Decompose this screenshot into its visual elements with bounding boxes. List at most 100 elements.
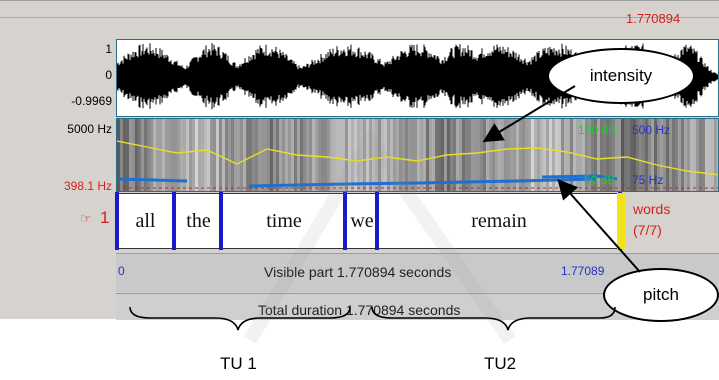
spectrogram-column: [357, 119, 360, 191]
spectrogram-column: [558, 119, 561, 191]
spectrogram-column: [147, 119, 150, 191]
spectrogram-column: [432, 119, 435, 191]
spectrogram-column: [288, 119, 291, 191]
spectrogram-column: [612, 119, 615, 191]
interval-boundary[interactable]: [343, 192, 347, 250]
spectrogram-column: [399, 119, 402, 191]
spectrogram-column: [498, 119, 501, 191]
intensity-bottom-label: 50 dB: [584, 173, 616, 187]
spectrogram-column: [183, 119, 186, 191]
spectrogram-column: [711, 119, 714, 191]
spectrogram-column: [207, 119, 210, 191]
tier-name: words: [633, 201, 671, 217]
spectrogram-column: [345, 119, 348, 191]
spectrogram-column: [543, 119, 546, 191]
spectrogram-column: [627, 119, 630, 191]
spectrogram-column: [561, 119, 564, 191]
spectrogram-column: [246, 119, 249, 191]
spectrogram-column: [477, 119, 480, 191]
spectrogram-column: [522, 119, 525, 191]
interval-boundary[interactable]: [219, 192, 223, 250]
spectrogram-column: [645, 119, 648, 191]
waveform-ymax-label: 1: [105, 42, 112, 56]
spectrogram-column: [507, 119, 510, 191]
spectrogram-column: [177, 119, 180, 191]
interval-boundary[interactable]: [172, 192, 176, 250]
spectrogram-column: [486, 119, 489, 191]
spectrogram-column: [546, 119, 549, 191]
selection-marker[interactable]: [617, 193, 625, 249]
spectrogram-column: [150, 119, 153, 191]
tu2-label: TU2: [484, 354, 517, 373]
spectrogram-column: [465, 119, 468, 191]
tier-number: 1: [100, 208, 110, 227]
spectrogram-column: [567, 119, 570, 191]
spectrogram-column: [123, 119, 126, 191]
tier-interval[interactable]: we: [350, 209, 374, 232]
spectrogram-column: [660, 119, 663, 191]
spectrogram-column: [531, 119, 534, 191]
spectrogram-column: [600, 119, 603, 191]
spectrogram-column: [681, 119, 684, 191]
tier-interval[interactable]: remain: [471, 209, 527, 232]
spectrogram-column: [582, 119, 585, 191]
tu2-brace: [371, 306, 616, 331]
tier-interval[interactable]: the: [186, 209, 211, 232]
spectrogram-column: [195, 119, 198, 191]
spectrogram-column: [420, 119, 423, 191]
window-divider: [0, 17, 719, 18]
spectrogram-column: [363, 119, 366, 191]
spectrogram-column: [438, 119, 441, 191]
spectrogram-column: [495, 119, 498, 191]
spectrogram-column: [159, 119, 162, 191]
spectrogram-column: [459, 119, 462, 191]
spectrogram-column: [555, 119, 558, 191]
spectrogram-column: [135, 119, 138, 191]
tier-interval[interactable]: all: [135, 209, 156, 232]
spectrogram-column: [630, 119, 633, 191]
spectrogram-column: [633, 119, 636, 191]
spectrogram-column: [156, 119, 159, 191]
waveform-ymin-label: -0.9969: [71, 94, 112, 108]
spectrogram-column: [390, 119, 393, 191]
spectrogram-column: [663, 119, 666, 191]
spectrogram-column: [264, 119, 267, 191]
spectrogram-column: [609, 119, 612, 191]
spectrogram-column: [513, 119, 516, 191]
spectrogram-column: [483, 119, 486, 191]
spectrogram-column: [360, 119, 363, 191]
spectrogram-column: [615, 119, 618, 191]
spectrogram-column: [501, 119, 504, 191]
spectrogram-column: [141, 119, 144, 191]
pitch-bottom-label: 75 Hz: [632, 173, 664, 187]
spectrogram-column: [693, 119, 696, 191]
spectrogram-column: [690, 119, 693, 191]
spectrogram-column: [117, 119, 120, 191]
interval-boundary[interactable]: [375, 192, 379, 250]
spectrogram-column: [339, 119, 342, 191]
spectrogram-column: [186, 119, 189, 191]
spectrogram-column: [441, 119, 444, 191]
spectrogram-column: [708, 119, 711, 191]
spectrogram-column: [309, 119, 312, 191]
spectrogram-column: [534, 119, 537, 191]
spectrogram-column: [516, 119, 519, 191]
visible-part-bar[interactable]: 0 Visible part 1.770894 seconds 1.77089: [116, 253, 719, 292]
spectrogram-column: [684, 119, 687, 191]
tier-interval[interactable]: time: [266, 209, 302, 232]
spectrogram-column: [618, 119, 621, 191]
spectrogram-column: [639, 119, 642, 191]
spectrogram-column: [528, 119, 531, 191]
spectrogram-column: [138, 119, 141, 191]
interval-boundary[interactable]: [115, 192, 119, 250]
spectrogram-column: [210, 119, 213, 191]
spectrogram-column: [714, 119, 717, 191]
spectrogram-column: [129, 119, 132, 191]
tier-pointer-icon[interactable]: ☞: [80, 211, 92, 226]
spectrogram-panel[interactable]: [116, 118, 719, 192]
spectrogram-column: [504, 119, 507, 191]
spectrogram-column: [330, 119, 333, 191]
spectrogram-column: [591, 119, 594, 191]
total-duration-label: Total duration 1.770894 seconds: [258, 302, 461, 318]
pitch-contour-2: [248, 177, 598, 188]
